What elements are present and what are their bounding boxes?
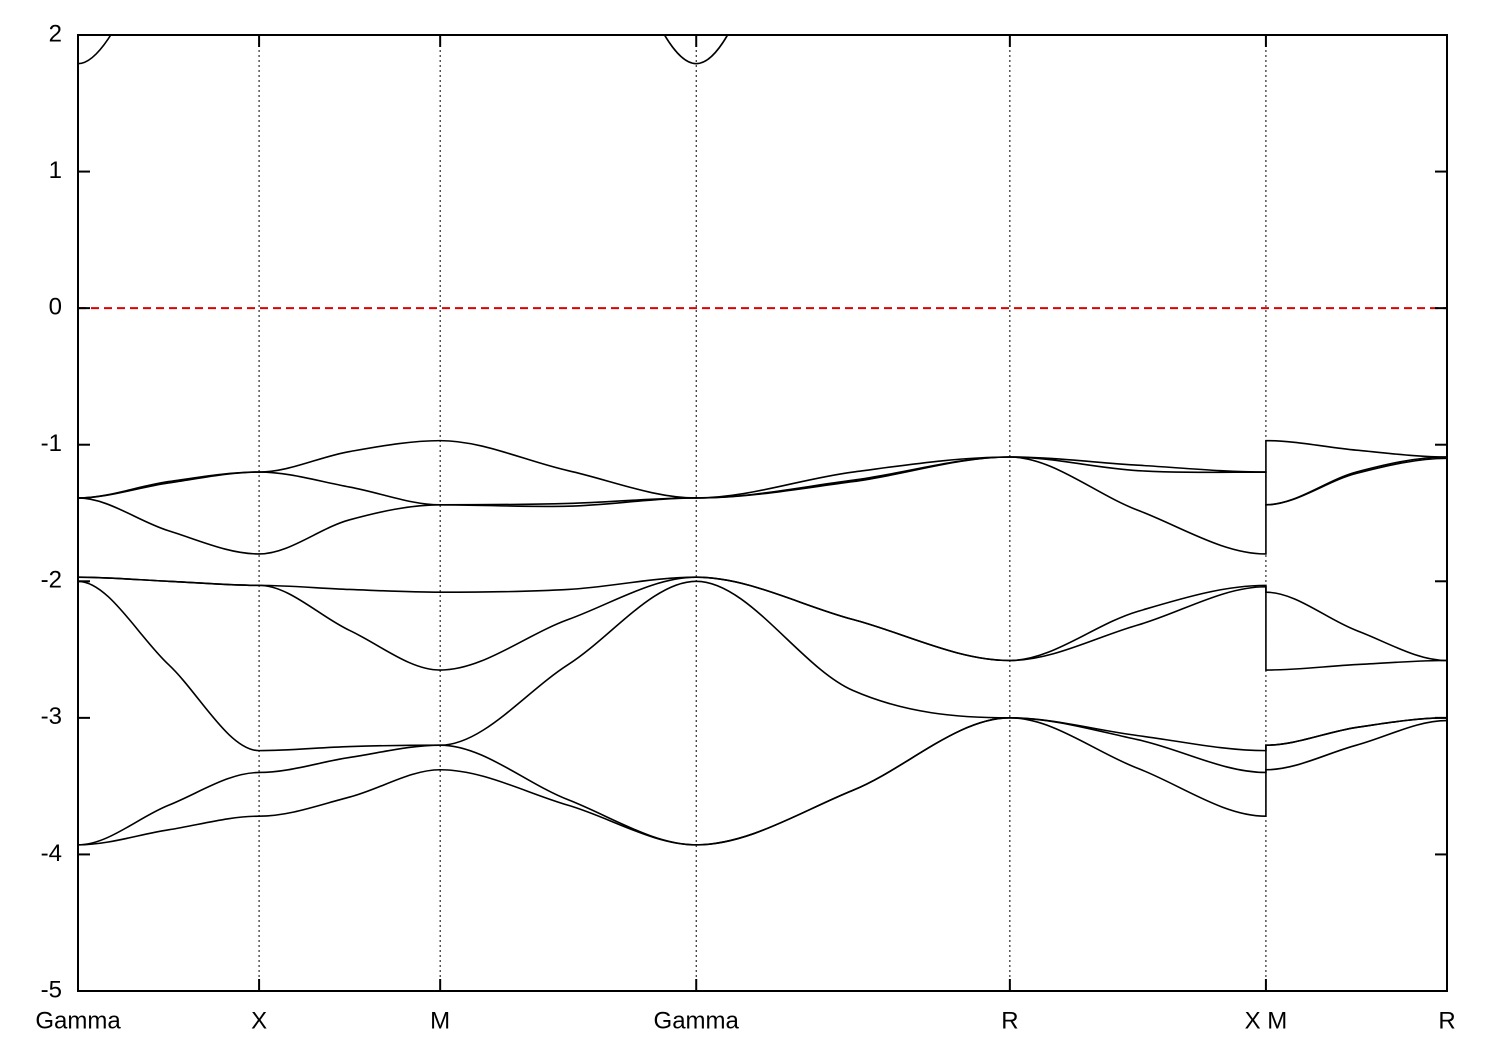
band-line: [78, 717, 1447, 846]
x-tick-label: M: [430, 1007, 450, 1034]
x-tick-label: X: [251, 1007, 267, 1034]
band-line: [78, 717, 1447, 846]
plot-frame: [77, 34, 1448, 992]
band-line: [78, 439, 1447, 499]
y-tick-label: -3: [41, 703, 62, 730]
axes: -5 -4 -3 -2 -1 0 1 2 Gamma X M Gamma R X M R: [35, 20, 1455, 1034]
band-line: [78, 580, 1447, 752]
band-line: [78, 576, 1447, 671]
x-tick-label: R: [1001, 1007, 1018, 1034]
x-tick-label: Gamma: [654, 1007, 740, 1034]
y-tick-label: 1: [49, 157, 62, 184]
grid: [77, 35, 1448, 991]
y-tick-label: -4: [41, 840, 62, 867]
y-tick-label: -1: [41, 430, 62, 457]
y-tick-label: -2: [41, 567, 62, 594]
x-tick-label: X M: [1245, 1007, 1288, 1034]
bands: [78, 35, 1447, 846]
y-tick-label: -5: [41, 976, 62, 1003]
band-line: [78, 456, 1447, 555]
y-tick-label: 0: [49, 293, 62, 320]
band-line: [78, 35, 729, 65]
x-tick-label: Gamma: [35, 1007, 121, 1034]
x-tick-label: R: [1438, 1007, 1455, 1034]
y-tick-label: 2: [49, 20, 62, 47]
band-line: [78, 456, 1447, 508]
